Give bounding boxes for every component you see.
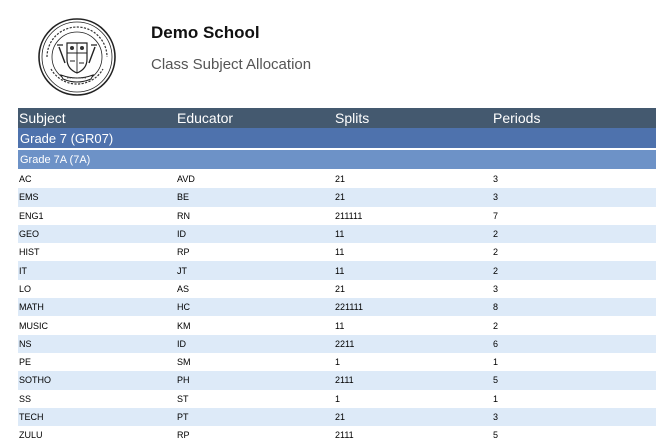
educator-cell: ID — [177, 338, 186, 349]
report-title: Class Subject Allocation — [151, 56, 312, 73]
periods-cell: 5 — [493, 375, 499, 386]
subject-cell: SOTHO — [19, 375, 52, 386]
splits-cell: 1 — [335, 393, 341, 404]
subject-cell: HIST — [19, 247, 40, 258]
educator-cell: KM — [177, 320, 191, 331]
periods-cell: 5 — [493, 430, 499, 441]
periods-cell: 8 — [493, 302, 499, 313]
column-header-educator: Educator — [177, 110, 234, 126]
splits-cell: 2111 — [335, 375, 354, 386]
group-divider — [18, 148, 656, 150]
periods-cell: 3 — [493, 174, 499, 185]
educator-cell: RN — [177, 210, 190, 221]
table-row: ZULU RP 2111 5 — [18, 426, 656, 444]
table-row: PE SM 1 1 — [18, 353, 656, 371]
table-row: EMS BE 21 3 — [18, 188, 656, 207]
educator-cell: PH — [177, 375, 190, 386]
periods-cell: 3 — [493, 412, 499, 422]
splits-cell: 11 — [335, 247, 345, 258]
table-row: SS ST 1 1 — [18, 390, 656, 408]
educator-cell: AVD — [177, 174, 195, 185]
subject-cell: ZULU — [19, 430, 43, 441]
splits-cell: 21 — [335, 412, 346, 422]
table-row: GEO ID 11 2 — [18, 224, 656, 244]
subject-cell: MUSIC — [19, 320, 48, 331]
table-row: HIST RP 11 2 — [18, 243, 656, 261]
table-row: MATH HC 221111 8 — [18, 298, 656, 317]
table-row: ENG1 RN 211111 7 — [18, 207, 656, 225]
subject-cell: EMS — [19, 192, 39, 203]
subject-cell: NS — [19, 338, 32, 349]
school-crest-logo — [37, 17, 117, 97]
splits-cell: 2211 — [335, 338, 355, 349]
class-group-header: Grade 7A (7A) — [18, 150, 656, 169]
periods-cell: 7 — [493, 210, 499, 221]
subject-cell: SS — [19, 393, 32, 404]
periods-cell: 6 — [493, 338, 499, 349]
educator-cell: JT — [177, 265, 187, 276]
educator-cell: ST — [177, 393, 189, 404]
educator-cell: RP — [177, 430, 190, 441]
periods-cell: 3 — [493, 283, 499, 294]
periods-cell: 1 — [493, 393, 499, 404]
table-row: AC AVD 21 3 — [18, 170, 656, 188]
educator-cell: BE — [177, 192, 190, 203]
splits-cell: 11 — [335, 265, 345, 276]
periods-cell: 3 — [493, 192, 499, 203]
educator-cell: HC — [177, 302, 190, 313]
periods-cell: 1 — [493, 357, 499, 368]
splits-cell: 21 — [335, 283, 346, 294]
column-header-periods: Periods — [493, 110, 541, 126]
periods-cell: 2 — [493, 229, 499, 240]
splits-cell: 21 — [335, 192, 346, 203]
periods-cell: 2 — [493, 265, 499, 276]
table-header-row: Subject Educator Splits Periods — [18, 108, 656, 128]
educator-cell: PT — [177, 412, 189, 422]
school-name: Demo School — [151, 23, 260, 42]
educator-cell: ID — [177, 229, 186, 240]
subject-cell: PE — [19, 357, 32, 368]
table-row: IT JT 11 2 — [18, 261, 656, 280]
splits-cell: 221111 — [335, 302, 364, 313]
grade-group-header: Grade 7 (GR07) — [18, 128, 656, 148]
educator-cell: SM — [177, 357, 191, 368]
educator-cell: RP — [177, 247, 190, 258]
allocation-table: Subject Educator Splits Periods Grade 7 … — [18, 108, 656, 444]
column-header-subject: Subject — [19, 110, 66, 126]
subject-cell: ENG1 — [19, 210, 44, 221]
subject-cell: AC — [19, 174, 32, 185]
splits-cell: 11 — [335, 229, 345, 240]
splits-cell: 211111 — [335, 210, 363, 221]
table-row: NS ID 2211 6 — [18, 334, 656, 353]
table-row: MUSIC KM 11 2 — [18, 316, 656, 334]
educator-cell: AS — [177, 283, 190, 294]
subject-cell: MATH — [19, 302, 44, 313]
table-row: LO AS 21 3 — [18, 280, 656, 298]
splits-cell: 11 — [335, 320, 345, 331]
splits-cell: 1 — [335, 357, 341, 368]
periods-cell: 2 — [493, 320, 499, 331]
column-header-splits: Splits — [335, 110, 370, 126]
subject-cell: TECH — [19, 412, 44, 422]
periods-cell: 2 — [493, 247, 499, 258]
subject-cell: LO — [19, 283, 32, 294]
subject-cell: IT — [19, 265, 27, 276]
table-row: TECH PT 21 3 — [18, 407, 656, 427]
table-row: SOTHO PH 2111 5 — [18, 371, 656, 390]
splits-cell: 21 — [335, 174, 346, 185]
splits-cell: 2111 — [335, 430, 354, 441]
subject-cell: GEO — [19, 229, 40, 240]
table-body: AC AVD 21 3 EMS BE 21 3 ENG1 RN 211111 7 GEO ID 11 2 HIS… — [18, 170, 656, 444]
report-header: Demo School Class Subject Allocation — [0, 0, 663, 100]
